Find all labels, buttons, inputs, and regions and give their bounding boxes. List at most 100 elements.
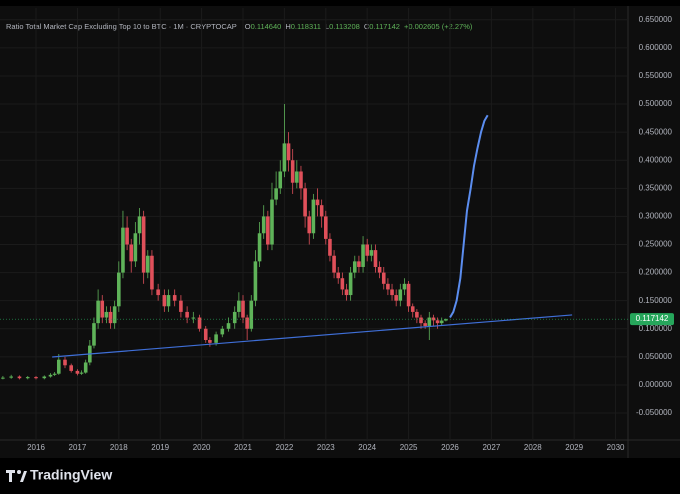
- candle-body: [241, 300, 245, 318]
- candle-body: [133, 233, 138, 262]
- candle-body: [141, 216, 146, 273]
- candle-body: [226, 323, 231, 329]
- candle-body: [191, 317, 196, 319]
- candle-body: [439, 320, 444, 324]
- x-tick-label: 2023: [317, 443, 335, 452]
- x-tick-label: 2021: [234, 443, 252, 452]
- candle-body: [357, 261, 361, 267]
- candle-body: [179, 300, 183, 312]
- candle-body: [344, 289, 349, 296]
- x-tick-label: 2027: [482, 443, 500, 452]
- x-tick-label: 2016: [27, 443, 45, 452]
- x-tick-label: 2026: [441, 443, 459, 452]
- candle-body: [315, 199, 320, 206]
- legend-value: 0.117142: [369, 22, 400, 31]
- candle-body: [237, 300, 241, 312]
- y-tick-label: 0.450000: [639, 127, 673, 136]
- candles: [1, 104, 448, 380]
- x-tick-label: 2025: [400, 443, 418, 452]
- legend-label: O: [245, 22, 251, 31]
- y-tick-label: 0.600000: [639, 43, 673, 52]
- candle-body: [282, 143, 287, 172]
- candle-body: [69, 365, 74, 371]
- candle-body: [96, 300, 100, 324]
- candle-body: [156, 289, 160, 296]
- candle-body: [261, 216, 266, 234]
- candle-body: [92, 323, 96, 346]
- candle-body: [162, 295, 167, 307]
- candle-body: [336, 272, 341, 279]
- candle-body: [249, 300, 254, 329]
- candle-body: [415, 311, 419, 318]
- candle-body: [129, 244, 134, 262]
- y-tick-label: 0.000000: [639, 380, 673, 389]
- candle-body: [137, 216, 142, 234]
- candle-body: [381, 272, 386, 284]
- candle-body: [208, 340, 212, 343]
- x-tick-label: 2022: [276, 443, 294, 452]
- candle-body: [435, 320, 440, 324]
- x-tick-label: 2024: [358, 443, 376, 452]
- candle-body: [42, 376, 47, 379]
- candle-body: [17, 376, 22, 379]
- y-tick-label: 0.650000: [639, 15, 673, 24]
- candle-body: [104, 311, 109, 318]
- candle-body: [332, 255, 336, 273]
- candle-body: [369, 250, 374, 256]
- legend-value: 0.114640: [251, 22, 282, 31]
- candle-body: [410, 306, 415, 312]
- candle-body: [406, 283, 411, 307]
- legend-label: L: [325, 22, 329, 31]
- candle-body: [278, 171, 283, 189]
- candle-body: [423, 323, 427, 326]
- y-tick-label: 0.550000: [639, 71, 673, 80]
- x-tick-label: 2017: [69, 443, 87, 452]
- y-tick-label: 0.400000: [639, 155, 673, 164]
- candle-body: [100, 300, 105, 318]
- candle-body: [9, 376, 13, 378]
- candle-body: [431, 317, 436, 321]
- candle-body: [340, 278, 345, 290]
- candle-body: [125, 227, 129, 245]
- candle-body: [290, 160, 295, 183]
- y-tick-label: -0.050000: [636, 408, 673, 417]
- candle-body: [166, 295, 171, 307]
- legend-value: 0.113208: [329, 22, 360, 31]
- chart-header: Ratio Total Market Cap Excluding Top 10 …: [6, 22, 473, 31]
- candle-body: [48, 374, 53, 377]
- candle-body: [108, 311, 113, 324]
- y-tick-label: 0.200000: [639, 268, 673, 277]
- candle-body: [373, 250, 378, 267]
- candle-body: [56, 359, 61, 374]
- legend-label: H: [285, 22, 290, 31]
- candle-body: [402, 283, 407, 290]
- candle-body: [257, 233, 262, 262]
- candle-body: [75, 370, 80, 374]
- x-tick-label: 2029: [565, 443, 583, 452]
- candle-body: [112, 306, 117, 324]
- candle-body: [253, 261, 258, 301]
- candle-body: [220, 328, 225, 335]
- chart-panel: [0, 6, 680, 458]
- legend-change: +0.002605 (+2.27%): [404, 22, 473, 31]
- y-tick-label: 0.050000: [639, 352, 673, 361]
- x-tick-label: 2020: [193, 443, 211, 452]
- candle-body: [348, 272, 353, 296]
- candle-body: [197, 317, 202, 329]
- grid: [0, 8, 628, 440]
- candle-body: [295, 171, 299, 183]
- candle-body: [361, 244, 365, 267]
- x-tick-label: 2028: [524, 443, 542, 452]
- candle-body: [245, 317, 249, 329]
- candle-body: [386, 283, 390, 290]
- candle-body: [52, 373, 57, 375]
- y-tick-label: 0.300000: [639, 212, 673, 221]
- candle-body: [150, 255, 154, 290]
- candle-body: [145, 255, 150, 273]
- candle-body: [311, 199, 316, 234]
- candle-body: [307, 216, 312, 234]
- last-price-tag: [630, 313, 674, 326]
- candle-body: [398, 289, 403, 301]
- candle-body: [390, 289, 394, 296]
